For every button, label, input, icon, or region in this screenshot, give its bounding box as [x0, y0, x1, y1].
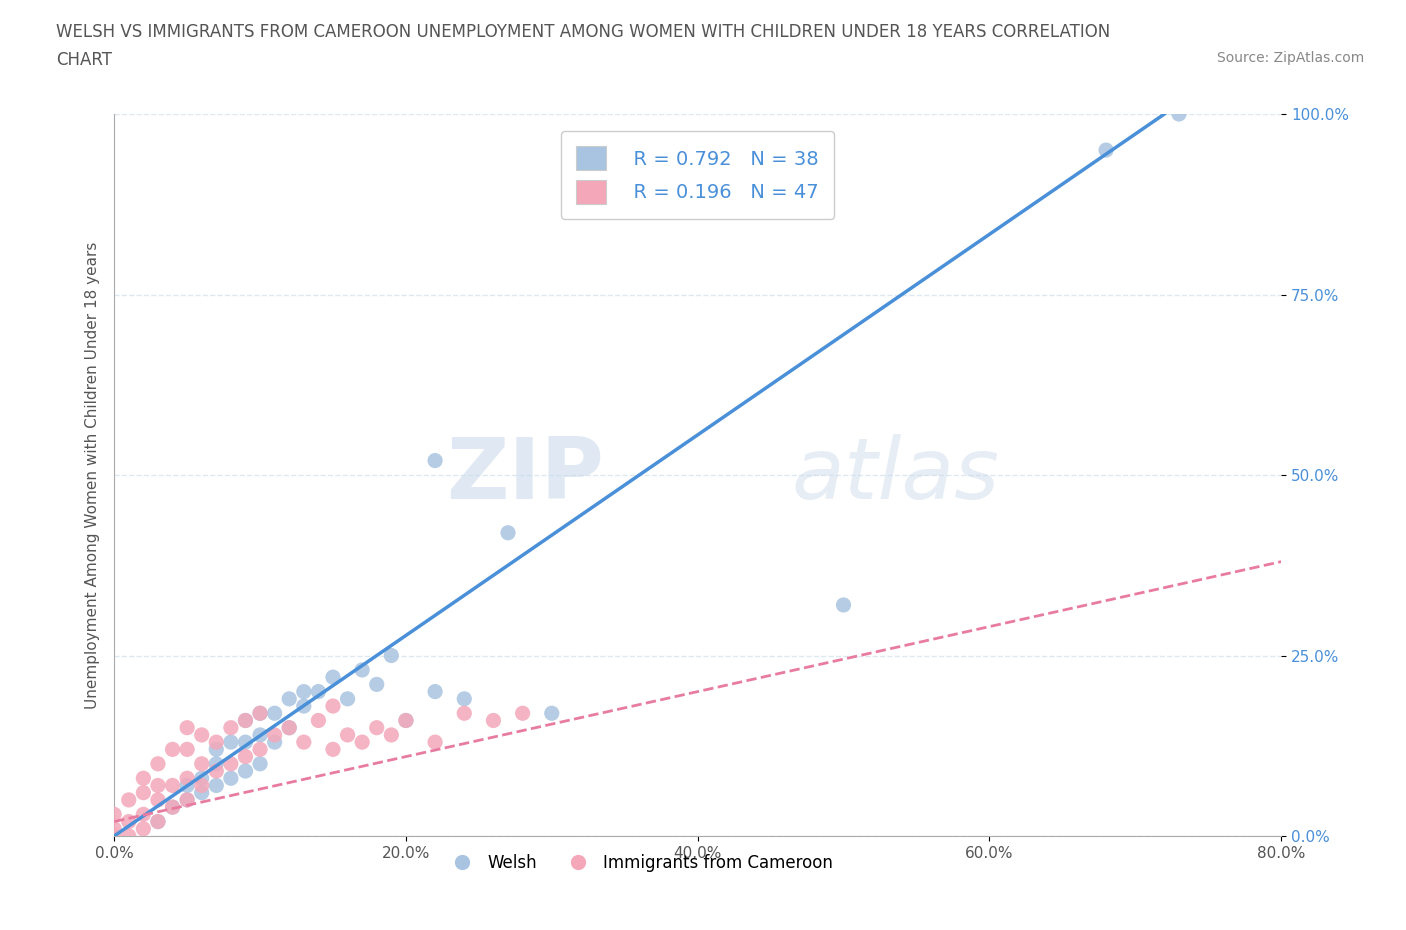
Point [249, 706, 271, 721]
Point [146, 814, 169, 829]
Point [336, 691, 359, 706]
Point [162, 742, 184, 757]
Point [453, 691, 475, 706]
Point [162, 800, 184, 815]
Point [1168, 107, 1191, 122]
Point [352, 735, 374, 750]
Point [190, 727, 212, 742]
Point [832, 597, 855, 612]
Point [278, 691, 301, 706]
Point [235, 764, 257, 778]
Point [249, 706, 271, 721]
Point [176, 742, 198, 757]
Point [322, 698, 344, 713]
Point [336, 727, 359, 742]
Point [249, 742, 271, 757]
Point [278, 720, 301, 735]
Point [292, 684, 315, 699]
Point [132, 821, 155, 836]
Point [307, 713, 329, 728]
Point [205, 756, 228, 771]
Legend: Welsh, Immigrants from Cameroon: Welsh, Immigrants from Cameroon [439, 847, 839, 878]
Point [190, 785, 212, 800]
Point [263, 735, 285, 750]
Point [219, 771, 242, 786]
Point [132, 771, 155, 786]
Point [395, 713, 418, 728]
Point [380, 727, 402, 742]
Point [176, 720, 198, 735]
Point [249, 756, 271, 771]
Point [219, 756, 242, 771]
Point [540, 706, 562, 721]
Point [1095, 142, 1118, 157]
Point [423, 735, 446, 750]
Point [103, 829, 125, 844]
Point [292, 735, 315, 750]
Point [146, 814, 169, 829]
Point [235, 713, 257, 728]
Point [423, 453, 446, 468]
Point [263, 727, 285, 742]
Point [219, 735, 242, 750]
Point [176, 771, 198, 786]
Point [395, 713, 418, 728]
Point [162, 778, 184, 793]
Point [118, 829, 141, 844]
Point [366, 677, 388, 692]
Point [292, 698, 315, 713]
Point [103, 821, 125, 836]
Point [453, 706, 475, 721]
Point [176, 792, 198, 807]
Point [190, 778, 212, 793]
Text: ZIP: ZIP [447, 433, 605, 516]
Point [162, 800, 184, 815]
Point [103, 807, 125, 822]
Point [263, 706, 285, 721]
Point [146, 756, 169, 771]
Point [205, 742, 228, 757]
Text: WELSH VS IMMIGRANTS FROM CAMEROON UNEMPLOYMENT AMONG WOMEN WITH CHILDREN UNDER 1: WELSH VS IMMIGRANTS FROM CAMEROON UNEMPL… [56, 23, 1111, 41]
Point [205, 764, 228, 778]
Point [512, 706, 534, 721]
Point [322, 670, 344, 684]
Point [205, 735, 228, 750]
Point [235, 750, 257, 764]
Point [380, 648, 402, 663]
Point [219, 720, 242, 735]
Point [322, 742, 344, 757]
Point [482, 713, 505, 728]
Point [205, 778, 228, 793]
Point [176, 792, 198, 807]
Point [352, 662, 374, 677]
Point [249, 727, 271, 742]
Text: atlas: atlas [792, 433, 1000, 516]
Point [496, 525, 519, 540]
Point [176, 778, 198, 793]
Text: CHART: CHART [56, 51, 112, 69]
Point [307, 684, 329, 699]
Point [118, 792, 141, 807]
Point [278, 720, 301, 735]
Point [118, 814, 141, 829]
Y-axis label: Unemployment Among Women with Children Under 18 years: Unemployment Among Women with Children U… [86, 241, 100, 709]
Point [146, 778, 169, 793]
Point [132, 807, 155, 822]
Point [235, 713, 257, 728]
Point [190, 756, 212, 771]
Text: Source: ZipAtlas.com: Source: ZipAtlas.com [1216, 51, 1364, 65]
Point [366, 720, 388, 735]
Point [235, 735, 257, 750]
Point [423, 684, 446, 699]
Point [132, 785, 155, 800]
Point [190, 771, 212, 786]
Point [146, 792, 169, 807]
